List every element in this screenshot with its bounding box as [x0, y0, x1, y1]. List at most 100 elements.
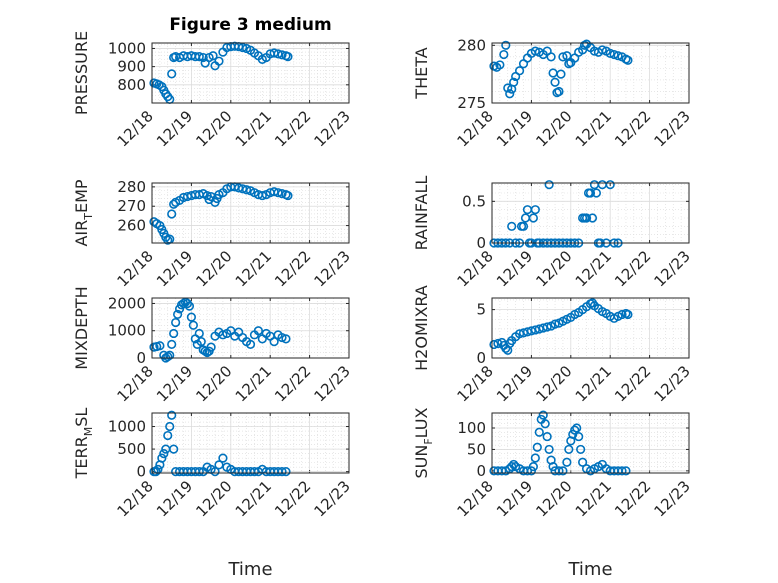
y-axis-label: AIRTEMP	[72, 179, 95, 246]
x-tick-label: 12/18	[454, 247, 497, 290]
y-label-part: EMP	[72, 179, 91, 213]
x-tick-label: 12/21	[572, 107, 615, 150]
data-point	[206, 342, 216, 352]
x-tick-label: 12/21	[572, 247, 615, 290]
data-point	[591, 188, 602, 198]
data-point	[605, 180, 615, 190]
x-tick-label: 12/19	[493, 247, 536, 290]
x-tick-label: 12/18	[114, 107, 157, 150]
y-label-part: AIR	[72, 220, 91, 247]
data-point	[568, 429, 578, 440]
x-tick-label: 12/22	[271, 362, 314, 405]
data-point	[587, 213, 598, 223]
data-point	[546, 52, 556, 62]
x-tick-label: 12/20	[532, 362, 575, 405]
data-point	[171, 317, 181, 328]
data-point	[530, 46, 540, 56]
x-tick-label: 12/18	[454, 107, 497, 150]
x-tick-label: 12/22	[611, 247, 654, 290]
data-point	[277, 50, 287, 60]
y-tick-label: 280	[117, 178, 146, 196]
plot-area	[152, 413, 349, 473]
x-tick-label: 12/23	[651, 362, 694, 405]
y-tick-label: 0	[476, 349, 486, 367]
data-point	[578, 457, 588, 467]
data-point	[173, 309, 183, 319]
data-point	[522, 466, 533, 476]
data-point	[623, 55, 633, 65]
x-tick-label: 12/18	[114, 477, 157, 520]
data-point	[501, 40, 511, 50]
data-point	[165, 350, 175, 360]
x-tick-label: 12/18	[114, 362, 157, 405]
x-axis-label: Time	[227, 559, 272, 580]
y-tick-label: 0	[136, 349, 146, 367]
data-point	[214, 56, 224, 66]
x-axis-label: Time	[567, 559, 612, 580]
x-tick-label: 12/20	[532, 247, 575, 290]
y-tick-label: 0.5	[462, 192, 486, 210]
y-tick-label: 5	[476, 301, 486, 319]
data-point	[214, 460, 224, 470]
plot-area	[492, 183, 689, 243]
data-point	[167, 339, 177, 349]
data-point	[277, 332, 287, 343]
data-point	[188, 320, 198, 330]
y-axis-label: TERRMSL	[72, 408, 95, 480]
data-point	[609, 49, 619, 60]
series	[489, 39, 633, 99]
y-tick-label: 100	[457, 419, 486, 437]
y-label-part: SL	[72, 408, 91, 427]
data-point	[556, 69, 566, 79]
data-point	[194, 467, 204, 477]
y-tick-label: 900	[117, 58, 146, 76]
data-point	[503, 83, 513, 93]
y-axis-label: SUNFLUX	[412, 407, 435, 478]
data-point	[495, 60, 505, 70]
data-point	[562, 457, 572, 467]
axes-box	[151, 297, 350, 359]
data-point	[283, 52, 293, 62]
data-point	[550, 77, 560, 87]
data-point	[621, 466, 631, 476]
data-point	[574, 431, 584, 442]
data-point	[194, 328, 204, 339]
series	[489, 298, 633, 355]
y-label-subscript: F	[422, 438, 435, 444]
data-point	[194, 52, 204, 62]
y-tick-label: 800	[117, 76, 146, 94]
data-point	[509, 459, 519, 470]
data-point	[277, 189, 287, 199]
data-point	[186, 312, 196, 322]
y-axis-label: H2OMIXRA	[412, 285, 431, 371]
x-tick-label: 12/20	[192, 477, 235, 520]
data-point	[509, 77, 519, 87]
x-tick-label: 12/23	[311, 477, 354, 520]
data-point	[208, 51, 218, 61]
data-point	[542, 322, 552, 332]
data-point	[497, 466, 507, 476]
x-tick-label: 12/21	[572, 477, 615, 520]
data-point	[245, 339, 256, 349]
data-point	[184, 301, 195, 311]
series	[489, 410, 631, 476]
series	[149, 41, 293, 104]
axes-box	[491, 412, 690, 474]
data-point	[558, 52, 568, 62]
x-tick-label: 12/22	[271, 247, 314, 290]
x-tick-label: 12/21	[232, 477, 275, 520]
x-tick-label: 12/20	[192, 362, 235, 405]
data-point	[281, 467, 291, 477]
data-point	[532, 442, 542, 452]
y-tick-label: 1000	[108, 418, 146, 436]
data-point	[155, 341, 165, 351]
data-point	[518, 221, 529, 231]
axes-box	[151, 412, 350, 474]
x-tick-label: 12/19	[493, 107, 536, 150]
x-tick-label: 12/22	[611, 477, 654, 520]
data-point	[253, 326, 263, 336]
data-point	[558, 466, 568, 476]
y-axis-label: MIXDEPTH	[72, 286, 91, 369]
